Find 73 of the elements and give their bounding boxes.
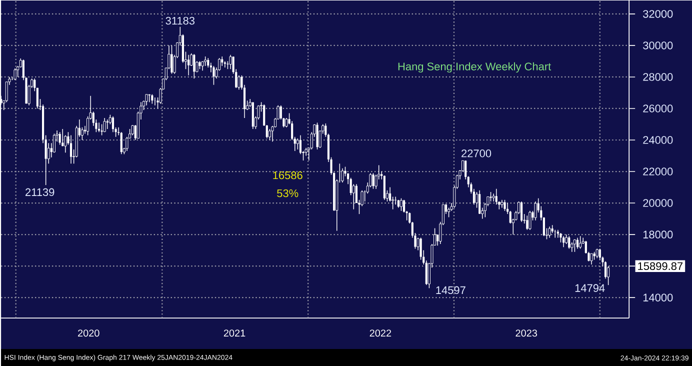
y-tick-label: 32000 — [643, 10, 673, 18]
candlestick — [268, 128, 271, 140]
candlestick — [573, 238, 576, 252]
annotation: 14597 — [436, 286, 466, 294]
candlestick — [170, 45, 173, 74]
y-tick-label: 14000 — [643, 294, 673, 302]
candlestick — [207, 58, 210, 68]
candlestick — [229, 54, 232, 70]
candlestick — [193, 54, 196, 79]
candlestick — [372, 172, 374, 190]
candlestick — [448, 207, 450, 218]
text: 15899.87 — [638, 262, 683, 270]
candlestick — [562, 236, 565, 248]
candlestick — [126, 136, 128, 152]
candlestick — [383, 175, 386, 200]
candlestick — [576, 237, 579, 250]
candlestick — [596, 248, 598, 259]
candlestick — [316, 122, 318, 150]
candlestick — [579, 236, 582, 250]
annotation: 14794 — [575, 284, 605, 292]
candlestick — [14, 68, 16, 80]
candlestick — [492, 193, 495, 202]
candlestick — [238, 75, 240, 90]
candlestick — [565, 234, 568, 244]
candlestick — [58, 132, 61, 146]
candlestick — [201, 60, 204, 72]
candlestick — [296, 138, 299, 150]
annotation: 22700 — [462, 150, 492, 158]
candlestick — [520, 201, 523, 222]
candlestick — [103, 118, 106, 132]
y-tick-label: 22000 — [643, 168, 673, 176]
candlestick — [607, 266, 610, 286]
candlestick — [100, 124, 103, 136]
candlestick — [145, 94, 148, 106]
annotation: 16586 — [273, 171, 302, 180]
y-tick-label: 24000 — [643, 136, 673, 144]
candlestick — [188, 54, 190, 76]
candlestick — [560, 232, 562, 243]
candlestick — [62, 128, 64, 147]
y-tick-label: 30000 — [643, 42, 673, 50]
y-tick-label: 28000 — [643, 73, 673, 81]
candlestick — [151, 94, 154, 104]
candlestick — [108, 114, 112, 125]
y-tick-label: 26000 — [643, 104, 673, 112]
candlestick — [526, 215, 528, 230]
y-tick-label: 18000 — [643, 230, 673, 238]
annotation: 21139 — [26, 188, 54, 196]
y-tick-label: 20000 — [643, 199, 673, 207]
x-tick-label: 2020 — [78, 330, 100, 337]
candlestick — [70, 134, 72, 164]
x-tick-label: 2022 — [370, 330, 392, 337]
candlestick — [534, 201, 537, 221]
candlestick — [490, 192, 492, 202]
candlestick — [120, 132, 122, 155]
candlestick — [204, 56, 207, 66]
candlestick — [5, 81, 8, 103]
candlestick — [47, 142, 50, 164]
candlestick — [548, 226, 551, 238]
candlestick — [212, 66, 215, 86]
candlestick — [568, 236, 570, 250]
candlestick — [556, 229, 559, 238]
annotation: 31183 — [166, 16, 195, 25]
candlestick — [504, 200, 506, 212]
x-tick-label: 2023 — [516, 330, 538, 337]
candlestick — [528, 210, 532, 230]
candlestick — [80, 127, 84, 140]
text: Hang Seng Index Weekly Chart — [398, 62, 552, 73]
annotation: 53% — [277, 189, 298, 198]
x-tick-label: 2021 — [224, 330, 246, 337]
candlestick — [341, 168, 344, 183]
candlestick — [131, 124, 134, 136]
candlestick — [420, 237, 422, 260]
candlestick — [400, 198, 403, 212]
